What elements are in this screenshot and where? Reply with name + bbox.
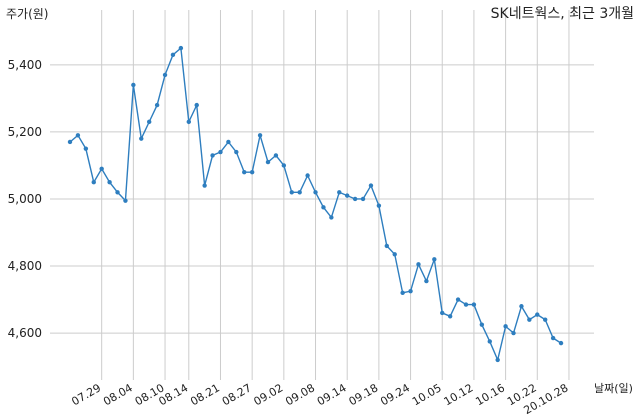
x-tick-label: 09.18 xyxy=(347,381,381,408)
data-point xyxy=(194,102,199,108)
data-point xyxy=(99,166,104,171)
data-point xyxy=(392,252,397,257)
x-tick-label: 08.04 xyxy=(101,381,135,408)
data-point xyxy=(519,304,524,309)
data-point xyxy=(487,339,492,344)
x-tick-label: 09.02 xyxy=(252,381,286,408)
data-point xyxy=(67,139,73,145)
data-point xyxy=(558,340,564,346)
data-point xyxy=(265,159,271,165)
data-point xyxy=(297,190,302,195)
data-point xyxy=(123,198,128,203)
data-point xyxy=(543,317,548,322)
data-point xyxy=(471,302,477,307)
data-point xyxy=(352,196,358,202)
data-point xyxy=(257,133,263,138)
y-tick-label: 5,400 xyxy=(8,58,42,72)
y-tick-labels: 4,600 4,800 5,000 5,200 5,400 xyxy=(8,58,42,340)
data-point xyxy=(178,45,184,51)
x-tick-label: 09.24 xyxy=(378,381,412,408)
x-tick-label: 10.12 xyxy=(442,381,476,408)
x-tick-label: 09.14 xyxy=(315,381,349,408)
chart-title: SK네트웍스, 최근 3개월 xyxy=(491,6,634,22)
data-point xyxy=(75,133,81,138)
data-point xyxy=(416,262,421,267)
data-point xyxy=(360,196,366,202)
data-point xyxy=(313,190,318,195)
data-point xyxy=(400,290,405,296)
data-point xyxy=(495,357,500,363)
data-point xyxy=(511,330,516,336)
data-point xyxy=(455,297,461,302)
data-point xyxy=(550,335,556,341)
y-tick-label: 4,800 xyxy=(8,259,42,273)
data-point xyxy=(170,52,176,58)
data-point xyxy=(131,82,136,88)
data-point xyxy=(162,72,168,78)
data-point xyxy=(479,322,485,327)
data-point xyxy=(463,302,469,307)
x-axis-label: 날짜(일) xyxy=(594,381,633,395)
data-point xyxy=(210,153,215,158)
data-point xyxy=(249,169,255,175)
x-tick-label: 10.16 xyxy=(473,381,507,408)
data-point xyxy=(408,288,413,294)
data-point xyxy=(83,146,89,151)
data-point xyxy=(139,136,144,141)
x-tick-labels: 07.2908.0408.1008.1408.2108.2709.0209.08… xyxy=(69,381,570,417)
x-tick-label: 08.21 xyxy=(188,381,222,408)
data-point xyxy=(154,102,160,108)
data-point xyxy=(202,183,207,188)
data-point xyxy=(321,205,326,210)
data-point xyxy=(289,190,294,195)
y-tick-label: 5,000 xyxy=(8,192,42,206)
data-point xyxy=(91,180,96,185)
data-point xyxy=(337,190,342,195)
data-point xyxy=(226,139,231,145)
data-point xyxy=(305,173,310,178)
grid-lines xyxy=(50,10,594,380)
data-point xyxy=(503,324,508,329)
data-point xyxy=(384,243,389,249)
data-point xyxy=(345,193,350,198)
data-point xyxy=(147,119,152,125)
data-points xyxy=(67,45,564,363)
data-point xyxy=(186,119,191,125)
data-point xyxy=(218,149,223,155)
y-tick-label: 4,600 xyxy=(8,326,42,340)
data-point xyxy=(447,314,453,319)
data-point xyxy=(242,169,247,175)
x-tick-label: 10.05 xyxy=(410,381,444,408)
data-point xyxy=(368,183,374,188)
data-point xyxy=(432,257,437,262)
data-point xyxy=(107,180,112,185)
x-tick-label: 09.08 xyxy=(283,381,317,408)
data-point xyxy=(273,153,279,158)
data-point xyxy=(234,149,239,155)
data-point xyxy=(527,317,532,322)
data-point xyxy=(440,310,445,316)
data-point xyxy=(281,163,287,168)
data-point xyxy=(535,312,540,317)
y-axis-label: 주가(원) xyxy=(6,7,48,21)
data-point xyxy=(329,215,334,220)
x-tick-label: 07.29 xyxy=(69,381,103,408)
x-tick-label: 08.27 xyxy=(220,381,254,408)
y-tick-label: 5,200 xyxy=(8,125,42,139)
data-point xyxy=(115,190,120,195)
data-point xyxy=(424,278,429,284)
data-point xyxy=(376,203,382,208)
